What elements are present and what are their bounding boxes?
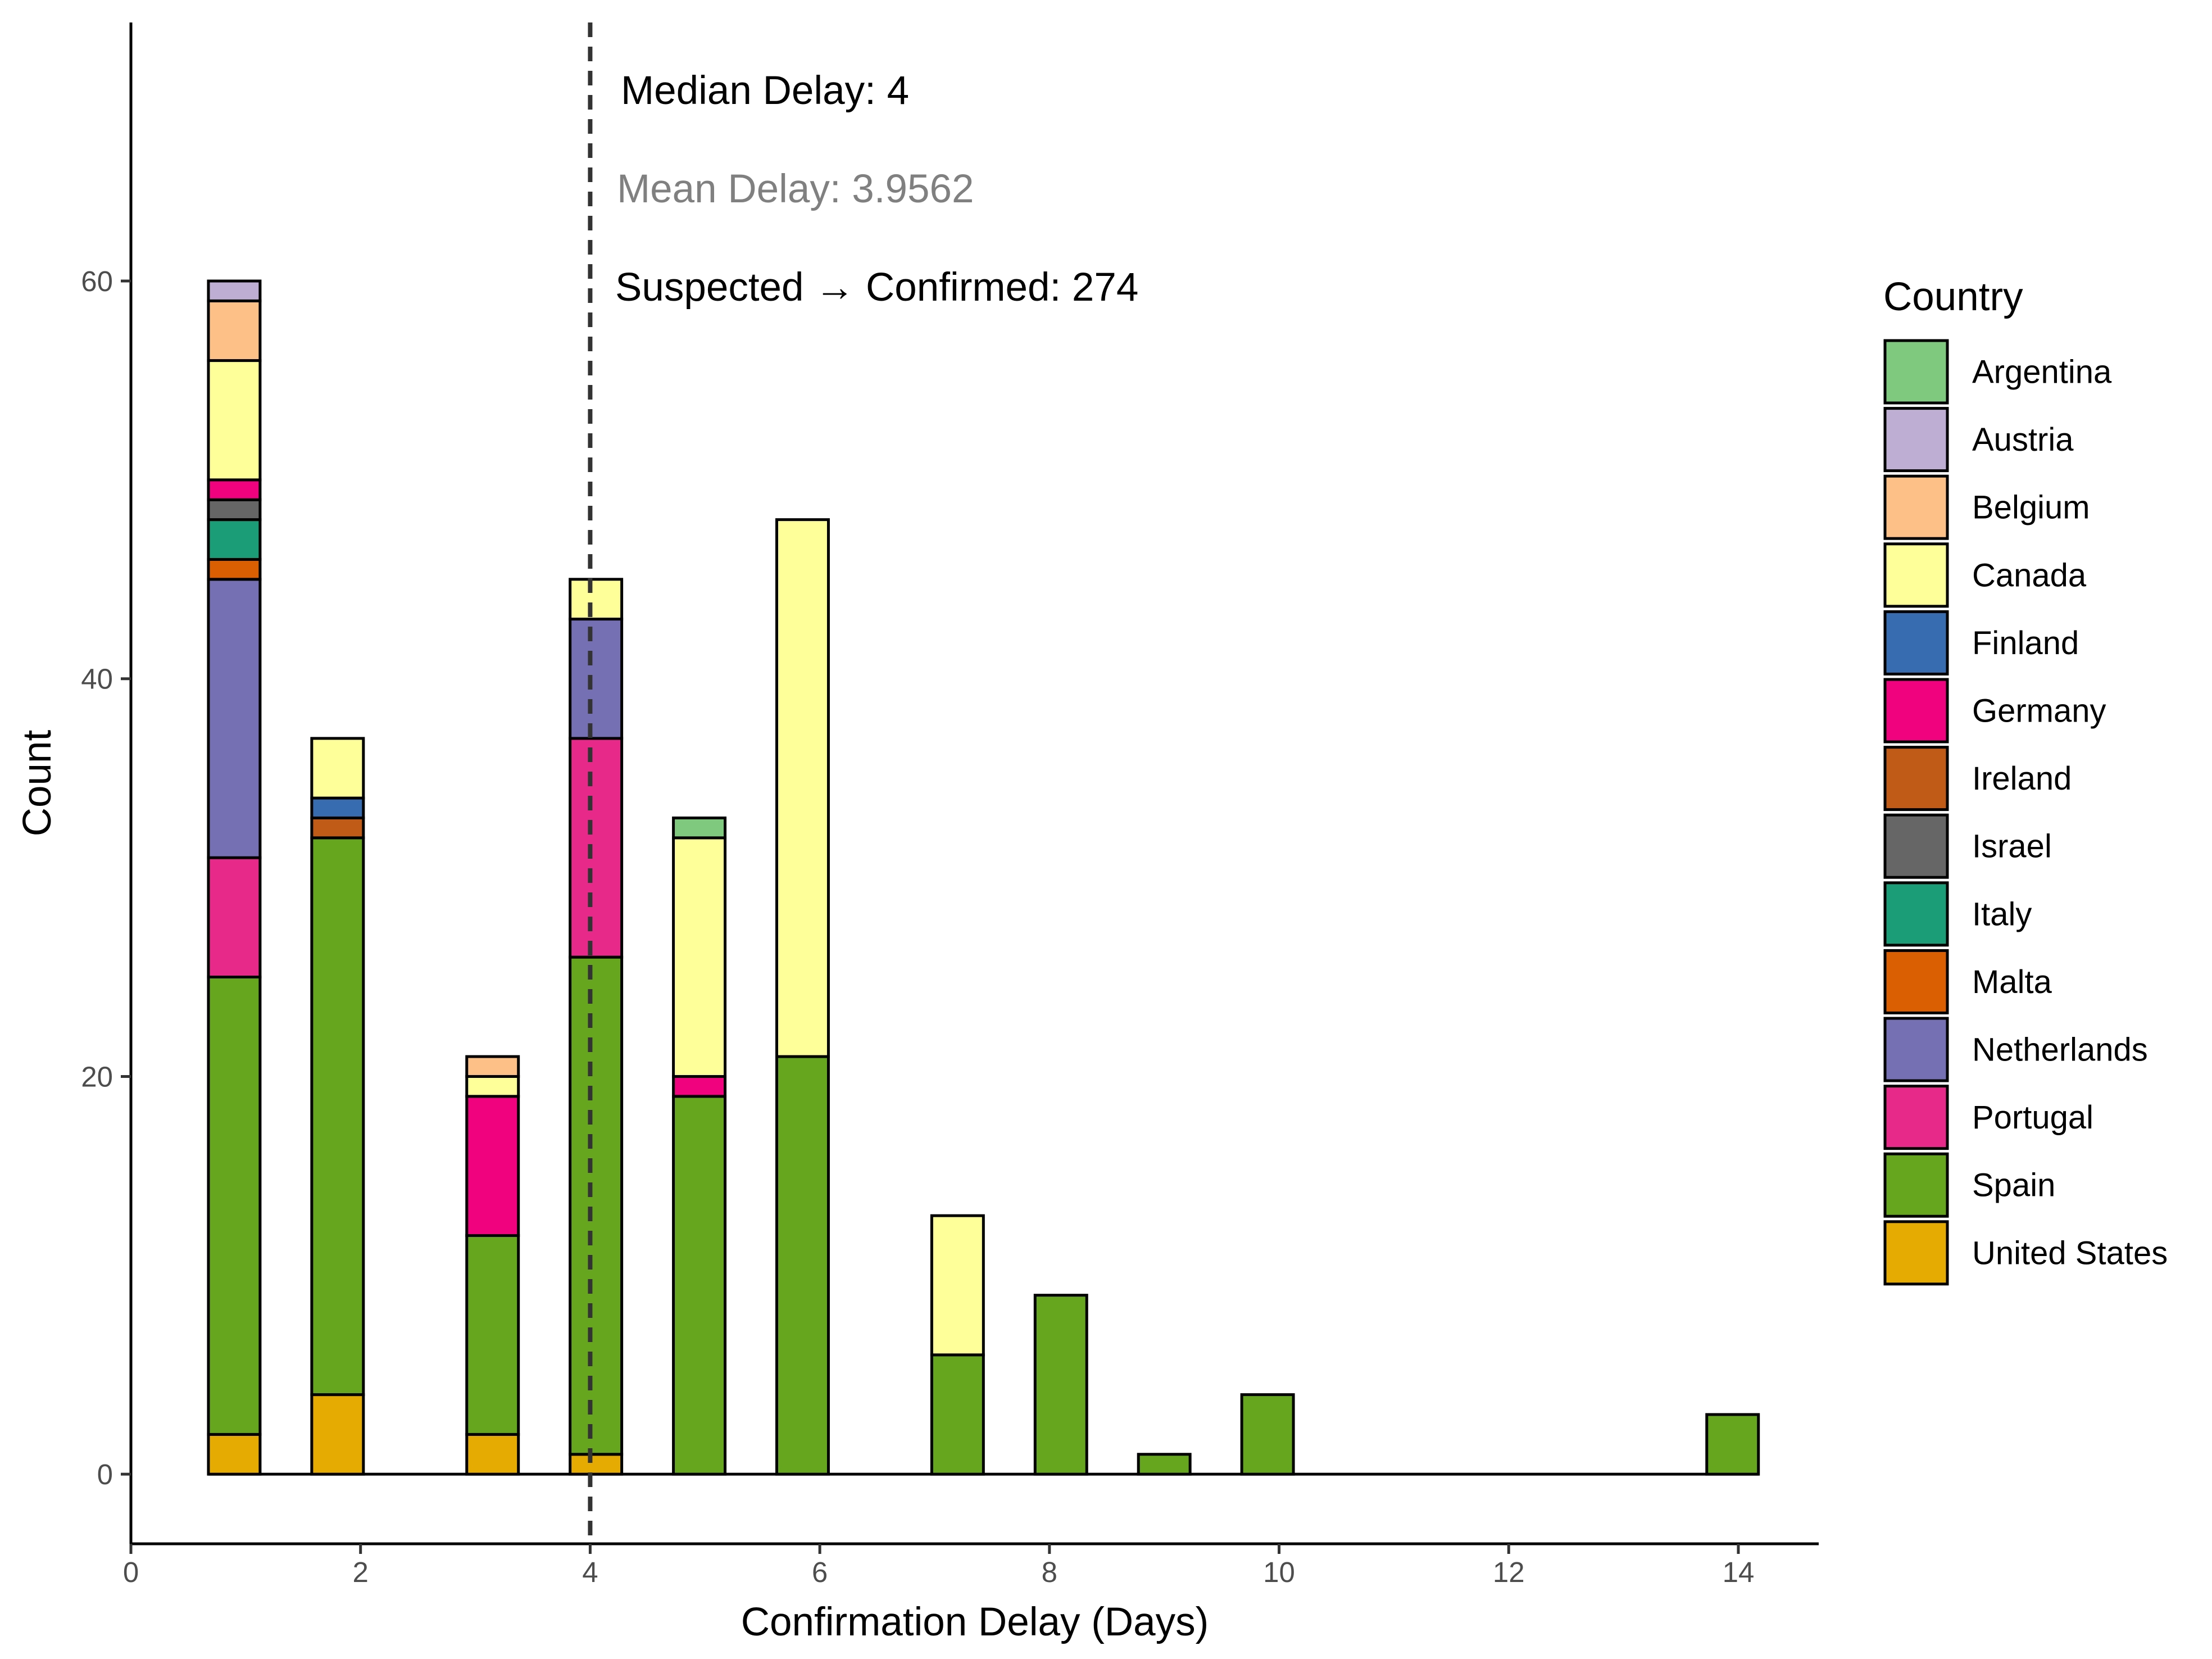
bar-segment-spain: [207, 976, 262, 1436]
bar-segment-canada: [672, 836, 727, 1078]
legend-label: United States: [1972, 1235, 2168, 1271]
annotations-layer: Median Delay: 4 Mean Delay: 3.9562 Suspect…: [588, 22, 1138, 1544]
bar-segment-united-states: [310, 1393, 365, 1476]
bar-segment-argentina: [672, 816, 727, 840]
x-tick-label: 0: [123, 1556, 139, 1588]
legend-label: Argentina: [1972, 354, 2112, 391]
y-tick-label: 40: [81, 663, 113, 695]
bar-segment-canada: [569, 578, 624, 621]
bar-segment-israel: [207, 498, 262, 522]
bar-segment-canada: [207, 359, 262, 482]
legend-key-austria: [1883, 407, 1949, 473]
bar-segment-netherlands: [569, 618, 624, 740]
annotation-text: Median Delay: 4: [621, 69, 909, 113]
legend-key-belgium: [1883, 474, 1949, 540]
bar-segment-germany: [207, 478, 262, 501]
x-tick-label: 12: [1493, 1556, 1525, 1588]
legend-key-finland: [1883, 610, 1949, 676]
legend-title: Country: [1883, 275, 2023, 319]
bar-segment-belgium: [207, 299, 262, 362]
y-tick-label: 20: [81, 1060, 113, 1093]
bar-segment-spain: [1137, 1453, 1192, 1476]
legend-key-spain: [1883, 1152, 1949, 1218]
bar-segment-spain: [775, 1055, 830, 1476]
legend-key-portugal: [1883, 1085, 1949, 1150]
legend-key-israel: [1883, 813, 1949, 879]
x-tick-label: 10: [1263, 1556, 1295, 1588]
bar-segment-portugal: [569, 737, 624, 959]
bar-segment-united-states: [465, 1433, 520, 1476]
x-tick-label: 8: [1042, 1556, 1057, 1588]
x-tick-label: 2: [353, 1556, 369, 1588]
annotation-text: Suspected → Confirmed: 274: [615, 265, 1138, 310]
legend-key-united-states: [1883, 1220, 1949, 1286]
x-tick-label: 4: [582, 1556, 598, 1588]
bar-segment-germany: [672, 1075, 727, 1098]
bar-segment-ireland: [310, 816, 365, 840]
bar-segment-canada: [775, 518, 830, 1058]
bar-segment-germany: [465, 1095, 520, 1238]
bar-segment-portugal: [207, 856, 262, 979]
legend-label: Finland: [1972, 625, 2079, 661]
legend-key-malta: [1883, 949, 1949, 1014]
bar-segment-finland: [310, 796, 365, 819]
x-axis-title: Confirmation Delay (Days): [741, 1600, 1209, 1644]
legend-label: Belgium: [1972, 489, 2090, 526]
bar-segment-spain: [1240, 1393, 1295, 1476]
bars-layer: [207, 279, 1760, 1476]
legend-key-germany: [1883, 678, 1949, 744]
legend-key-italy: [1883, 881, 1949, 947]
bar-segment-spain: [569, 955, 624, 1456]
legend-key-ireland: [1883, 746, 1949, 812]
legend-key-canada: [1883, 542, 1949, 608]
bar-segment-netherlands: [207, 578, 262, 859]
axes-layer: 0 2 4 6 8 10 12 14 0 20 40 60 Confirmation Delay (Da…: [15, 22, 1819, 1644]
bar-segment-spain: [672, 1095, 727, 1476]
bar-segment-italy: [207, 518, 262, 561]
legend-key-netherlands: [1883, 1017, 1949, 1082]
legend-label: Austria: [1972, 421, 2074, 458]
y-tick-label: 60: [81, 265, 113, 297]
bar-segment-canada: [465, 1075, 520, 1098]
y-tick-label: 0: [97, 1458, 113, 1490]
legend-label: Malta: [1972, 964, 2052, 1000]
bar-segment-canada: [310, 737, 365, 800]
legend-label: Israel: [1972, 828, 2052, 865]
legend-label: Ireland: [1972, 760, 2072, 797]
bar-segment-belgium: [465, 1055, 520, 1078]
legend-label: Canada: [1972, 557, 2087, 593]
legend-label: Spain: [1972, 1167, 2055, 1204]
legend-label: Portugal: [1972, 1099, 2093, 1136]
bar-segment-austria: [207, 279, 262, 302]
bar-segment-spain: [310, 836, 365, 1397]
y-axis-title: Count: [15, 730, 60, 837]
legend-label: Germany: [1972, 693, 2106, 729]
legend-label: Netherlands: [1972, 1032, 2148, 1068]
bar-segment-canada: [930, 1214, 985, 1357]
legend: Country Argentina Austria Belgium Canada Finl…: [1883, 275, 2168, 1286]
x-tick-label: 14: [1723, 1556, 1755, 1588]
legend-key-argentina: [1883, 339, 1949, 405]
bar-segment-united-states: [207, 1433, 262, 1476]
bar-segment-united-states: [569, 1453, 624, 1476]
x-tick-label: 6: [812, 1556, 828, 1588]
bar-segment-malta: [207, 557, 262, 581]
bar-segment-spain: [930, 1353, 985, 1476]
bar-segment-spain: [1033, 1294, 1088, 1476]
bar-segment-spain: [465, 1234, 520, 1436]
bar-segment-spain: [1705, 1413, 1760, 1476]
annotation-text: Mean Delay: 3.9562: [617, 167, 974, 211]
legend-label: Italy: [1972, 896, 2032, 932]
